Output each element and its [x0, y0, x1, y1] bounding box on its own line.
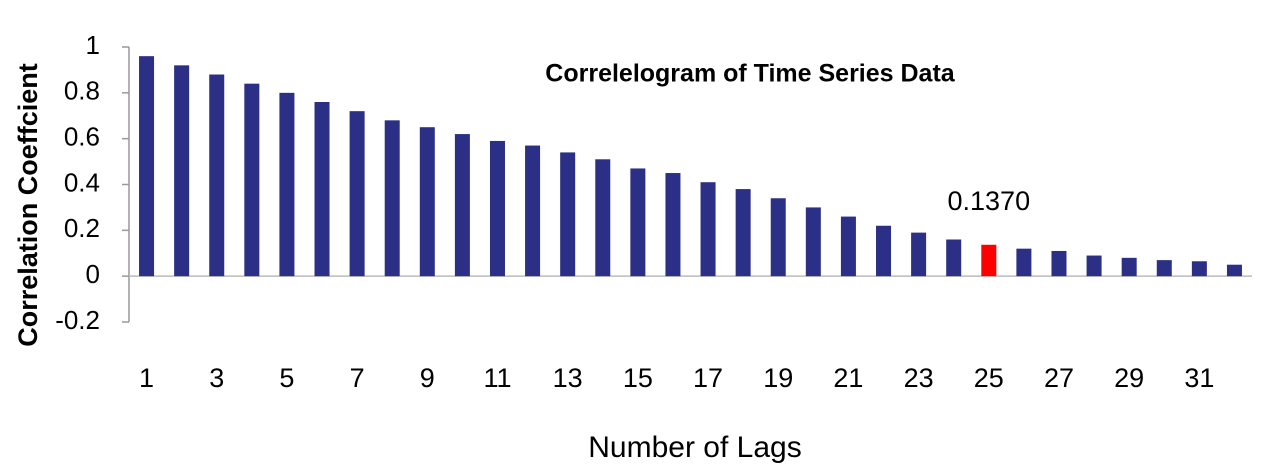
- bar: [454, 134, 470, 277]
- x-tick-label: 19: [763, 363, 793, 393]
- bar: [1016, 248, 1032, 277]
- bar: [1156, 260, 1172, 277]
- x-tick-label: 9: [420, 363, 435, 393]
- y-tick-label: 0.8: [64, 76, 100, 106]
- bar: [805, 207, 821, 277]
- chart-title: Correlelogram of Time Series Data: [545, 60, 956, 88]
- bar: [244, 83, 260, 277]
- bar: [279, 92, 295, 277]
- x-tick-label: 7: [350, 363, 365, 393]
- bar: [700, 182, 716, 277]
- y-tick-label: 1: [86, 30, 100, 60]
- x-tick-label: 27: [1044, 363, 1074, 393]
- x-tick-label: 11: [483, 363, 511, 393]
- bar: [876, 225, 892, 277]
- bar: [525, 145, 541, 277]
- x-tick-label: 21: [833, 363, 863, 393]
- y-tick-label: 0.2: [64, 213, 100, 243]
- bar: [665, 173, 681, 277]
- y-tick-label: 0.4: [64, 167, 100, 197]
- bar: [560, 152, 576, 277]
- bar: [314, 102, 330, 277]
- x-tick-label: 17: [693, 363, 723, 393]
- x-tick-label: 23: [904, 363, 934, 393]
- bar: [981, 244, 997, 277]
- y-axis-label: Correlation Coeffcient: [13, 63, 43, 347]
- bar: [174, 65, 190, 277]
- x-tick-label: 3: [209, 363, 224, 393]
- bar: [630, 168, 646, 277]
- x-tick-label: 29: [1114, 363, 1144, 393]
- x-tick-label: 5: [279, 363, 294, 393]
- bar: [735, 189, 751, 277]
- bar: [840, 216, 856, 277]
- bar: [1086, 255, 1102, 277]
- bar: [139, 56, 155, 277]
- bar: [1191, 261, 1207, 277]
- x-tick-label: 31: [1184, 363, 1214, 393]
- bar: [209, 74, 225, 277]
- bar: [489, 140, 505, 277]
- bar: [1226, 264, 1242, 277]
- bar: [946, 239, 962, 277]
- bar: [911, 232, 927, 277]
- bar: [384, 120, 400, 277]
- x-tick-label: 15: [623, 363, 653, 393]
- x-axis-label: Number of Lags: [588, 431, 801, 464]
- x-tick-label: 13: [553, 363, 583, 393]
- bar: [1121, 257, 1137, 277]
- y-tick-label: 0: [86, 259, 100, 289]
- bar: [595, 159, 611, 277]
- x-tick-label: 1: [139, 363, 154, 393]
- x-tick-label: 25: [974, 363, 1004, 393]
- bar: [1051, 250, 1067, 277]
- y-tick-label: 0.6: [64, 122, 100, 152]
- data-label: 0.1370: [948, 186, 1031, 216]
- y-tick-label: -0.2: [55, 305, 100, 335]
- bar: [419, 127, 435, 277]
- bar: [349, 111, 365, 277]
- bar: [770, 198, 786, 277]
